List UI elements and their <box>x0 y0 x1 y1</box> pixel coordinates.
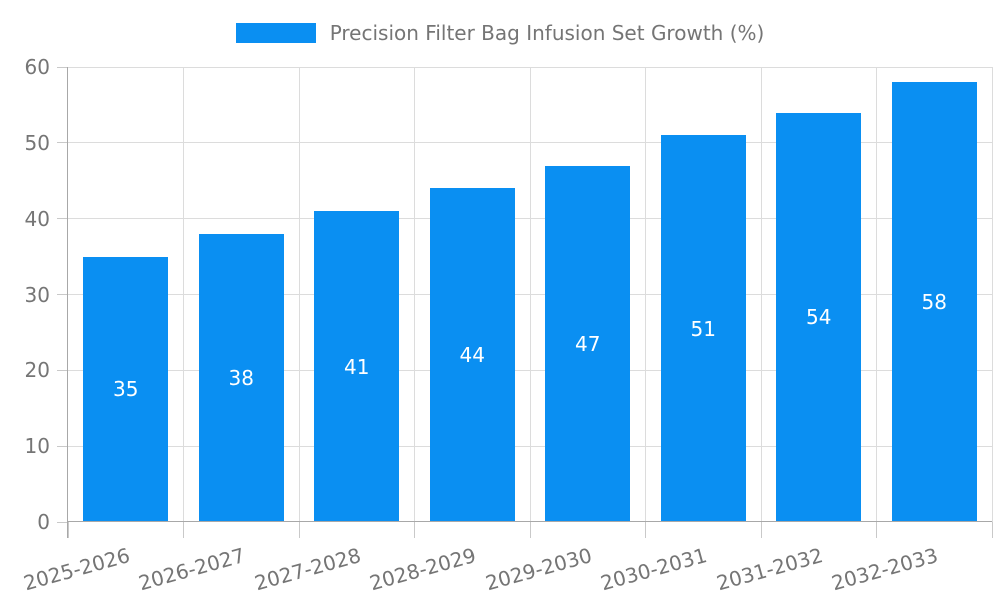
y-axis-tick <box>57 218 68 220</box>
x-tick-label: 2029-2030 <box>482 543 595 596</box>
gridline-vertical <box>414 67 415 522</box>
y-axis-tick <box>57 142 68 144</box>
bar-value-label: 35 <box>113 377 139 402</box>
y-axis-tick <box>57 369 68 371</box>
y-tick-label: 0 <box>37 510 50 534</box>
y-tick-label: 50 <box>24 130 50 155</box>
bar: 51 <box>660 135 746 522</box>
x-tick-label: 2027-2028 <box>251 543 364 596</box>
y-axis-tick <box>57 294 68 295</box>
x-axis-tick <box>645 522 646 538</box>
x-axis-tick <box>67 522 69 538</box>
bar: 58 <box>891 82 977 522</box>
bar-value-label: 47 <box>575 331 601 356</box>
x-tick-label: 2032-2033 <box>829 543 941 596</box>
legend: Precision Filter Bag Infusion Set Growth… <box>0 21 1000 45</box>
gridline-vertical <box>183 67 184 522</box>
y-axis-tick <box>57 66 68 68</box>
bar: 41 <box>314 211 400 522</box>
y-axis-tick <box>57 445 68 447</box>
legend-swatch-icon <box>235 23 316 43</box>
gridline-vertical <box>991 67 993 522</box>
x-axis-tick <box>529 522 531 538</box>
bar-value-label: 58 <box>921 290 947 315</box>
y-axis-line <box>67 67 68 538</box>
x-axis-line <box>68 521 992 522</box>
gridline-vertical <box>876 67 877 522</box>
gridline-vertical <box>760 67 762 522</box>
y-tick-label: 40 <box>24 206 50 231</box>
x-tick-label: 2026-2027 <box>136 543 248 596</box>
bar: 44 <box>429 188 515 522</box>
y-axis-tick <box>57 521 68 523</box>
bar: 35 <box>83 256 169 522</box>
x-tick-label: 2031-2032 <box>713 543 826 596</box>
x-axis-tick <box>876 522 877 538</box>
x-tick-label: 2025-2026 <box>20 543 133 596</box>
gridline-vertical <box>529 67 531 522</box>
bar-value-label: 54 <box>806 305 832 330</box>
bar-value-label: 38 <box>228 365 254 390</box>
x-axis-tick <box>991 522 993 538</box>
bar-value-label: 44 <box>459 343 485 368</box>
gridline-vertical <box>298 67 300 522</box>
y-tick-label: 60 <box>24 55 50 79</box>
bar: 38 <box>198 233 284 522</box>
legend-label: Precision Filter Bag Infusion Set Growth… <box>329 21 765 45</box>
bar: 54 <box>776 112 862 522</box>
x-axis-tick <box>298 522 300 538</box>
bar-value-label: 41 <box>344 354 370 379</box>
bar-value-label: 51 <box>690 316 716 341</box>
gridline-vertical <box>645 67 646 522</box>
x-axis-tick <box>414 522 415 538</box>
x-tick-label: 2030-2031 <box>598 543 710 596</box>
x-tick-label: 2028-2029 <box>367 543 479 596</box>
y-tick-label: 20 <box>24 358 50 383</box>
bar: 47 <box>545 165 631 522</box>
x-axis-tick <box>183 522 184 538</box>
y-tick-label: 30 <box>24 282 50 307</box>
y-tick-label: 10 <box>24 434 50 459</box>
x-axis-tick <box>760 522 762 538</box>
